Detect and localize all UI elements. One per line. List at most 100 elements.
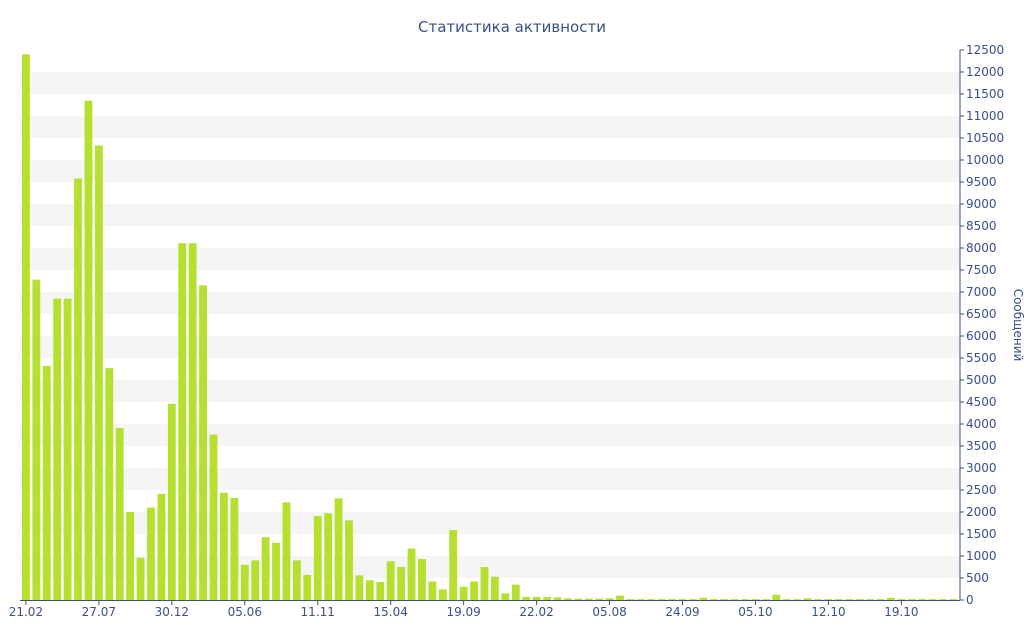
bar — [428, 581, 437, 600]
bar — [793, 599, 802, 600]
bar — [240, 564, 249, 600]
bar — [907, 599, 916, 600]
bar — [668, 599, 676, 600]
bar — [178, 243, 187, 600]
y-tick-label: 6000 — [966, 329, 997, 343]
bar — [751, 599, 760, 600]
y-tick-label: 9000 — [966, 197, 997, 211]
bar — [74, 178, 82, 601]
bar — [230, 497, 239, 600]
y-axis-label: Сообщений — [1011, 289, 1024, 362]
bar — [741, 599, 749, 600]
grid-band — [20, 72, 960, 94]
bar — [365, 580, 374, 600]
grid-band — [20, 512, 960, 534]
bars-group — [22, 54, 958, 601]
bar — [261, 537, 270, 600]
bar — [480, 567, 489, 600]
bar — [188, 243, 197, 600]
bar — [876, 599, 885, 600]
y-tick-label: 11000 — [966, 109, 1004, 123]
bar — [126, 512, 135, 600]
bar — [386, 561, 395, 600]
bar — [167, 403, 176, 600]
x-tick-label: 05.08 — [592, 605, 626, 619]
bar — [397, 567, 406, 600]
y-tick-label: 9500 — [966, 175, 997, 189]
bar — [407, 548, 416, 600]
bar — [782, 599, 791, 600]
x-tick-label: 19.09 — [446, 605, 480, 619]
bar — [147, 507, 155, 600]
bar — [491, 576, 499, 600]
y-tick-label: 4500 — [966, 395, 997, 409]
x-tick-label: 15.04 — [374, 605, 408, 619]
bar — [136, 557, 145, 600]
x-tick-label: 05.06 — [228, 605, 262, 619]
bar — [605, 598, 614, 600]
bar — [53, 298, 62, 600]
y-tick-label: 5000 — [966, 373, 997, 387]
y-tick-label: 12500 — [966, 43, 1004, 57]
bar — [22, 54, 30, 600]
grid-band — [20, 336, 960, 358]
grid-bands — [20, 72, 960, 578]
x-tick-label: 27.07 — [82, 605, 116, 619]
bar — [470, 581, 478, 600]
bar — [720, 599, 729, 600]
bar — [730, 599, 739, 600]
bar — [272, 542, 280, 600]
grid-band — [20, 116, 960, 138]
bar — [511, 584, 520, 600]
bar — [824, 599, 833, 600]
bar — [105, 368, 114, 600]
bar — [209, 434, 218, 600]
y-tick-label: 1500 — [966, 527, 997, 541]
grid-band — [20, 380, 960, 402]
y-tick-label: 7000 — [966, 285, 997, 299]
bar — [522, 596, 531, 600]
y-tick-label: 3000 — [966, 461, 997, 475]
y-tick-label: 4000 — [966, 417, 997, 431]
bar — [292, 560, 301, 600]
bar — [563, 598, 572, 600]
bar — [772, 594, 781, 600]
y-tick-label: 5500 — [966, 351, 997, 365]
bar — [949, 599, 958, 600]
bar — [761, 599, 770, 600]
y-axis: 0 500 1000 1500 2000 2500 3000 3500 4000 4500 5000… — [959, 43, 1004, 607]
bar — [709, 599, 718, 600]
x-tick-label: 12.10 — [811, 605, 845, 619]
bar — [595, 598, 604, 600]
bar — [355, 575, 364, 600]
grid-band — [20, 468, 960, 490]
y-tick-label: 12000 — [966, 65, 1004, 79]
bar — [324, 513, 333, 600]
bar — [459, 586, 468, 600]
bar — [376, 581, 385, 600]
x-tick-label: 30.12 — [155, 605, 189, 619]
bar — [834, 599, 843, 600]
bar — [939, 599, 947, 600]
y-tick-label: 2500 — [966, 483, 997, 497]
y-tick-label: 7500 — [966, 263, 997, 277]
bar — [928, 599, 937, 600]
y-tick-label: 8000 — [966, 241, 997, 255]
y-tick-label: 10000 — [966, 153, 1004, 167]
bar — [63, 298, 72, 600]
grid-band — [20, 424, 960, 446]
y-tick-label: 1000 — [966, 549, 997, 563]
y-tick-label: 8500 — [966, 219, 997, 233]
bar — [115, 427, 124, 600]
bar — [543, 596, 551, 600]
x-tick-label: 22.02 — [519, 605, 553, 619]
y-tick-label: 0 — [966, 593, 974, 607]
bar — [449, 530, 458, 600]
bar — [42, 365, 51, 600]
bar — [897, 599, 906, 600]
bar — [855, 599, 864, 600]
bar — [689, 599, 697, 600]
bar — [814, 599, 822, 600]
bar — [699, 597, 708, 600]
